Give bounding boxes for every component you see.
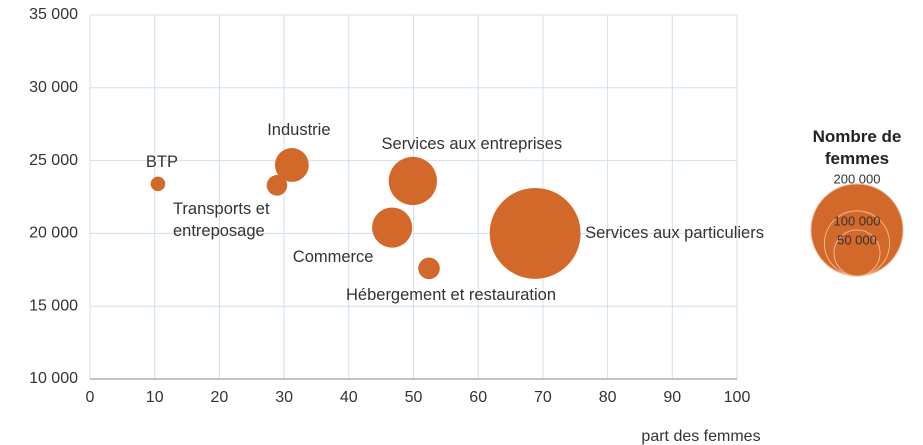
x-tick-label: 0 xyxy=(86,389,95,406)
x-tick-label: 80 xyxy=(599,389,617,406)
size-legend-label: 200 000 xyxy=(834,171,881,186)
bubble xyxy=(489,187,581,279)
bubble-label: BTP xyxy=(145,152,178,171)
bubble xyxy=(418,257,440,280)
bubble xyxy=(150,176,166,192)
x-tick-label: 100 xyxy=(724,389,751,406)
x-axis-label: part des femmes xyxy=(641,428,760,445)
bubble-label: Transports et entreposage xyxy=(172,200,270,241)
bubble xyxy=(274,148,309,182)
y-tick-label: 20 000 xyxy=(29,225,78,242)
size-legend-label: 50 000 xyxy=(837,232,877,247)
x-tick-label: 50 xyxy=(405,389,423,406)
y-tick-label: 25 000 xyxy=(29,152,78,169)
y-tick-label: 10 000 xyxy=(29,370,78,387)
bubble-label: Industrie xyxy=(267,120,331,139)
x-tick-label: 40 xyxy=(340,389,358,406)
x-tick-label: 30 xyxy=(275,389,293,406)
bubble xyxy=(372,207,413,248)
size-legend-circle xyxy=(833,229,881,277)
y-tick-label: 15 000 xyxy=(29,297,78,314)
x-tick-label: 10 xyxy=(146,389,164,406)
bubble-label: Commerce xyxy=(292,247,374,266)
bubble-label: Hébergement et restauration xyxy=(345,286,557,305)
x-tick-label: 20 xyxy=(211,389,229,406)
y-tick-label: 30 000 xyxy=(29,79,78,96)
bubble-label: Services aux entreprises xyxy=(381,134,563,153)
x-tick-label: 60 xyxy=(469,389,487,406)
y-tick-label: 35 000 xyxy=(29,6,78,23)
bubble xyxy=(266,175,288,196)
x-tick-label: 90 xyxy=(663,389,681,406)
size-legend-title: Nombre de femmes xyxy=(812,127,902,168)
bubble-label: Services aux particuliers xyxy=(585,224,764,243)
bubble xyxy=(388,156,437,206)
x-tick-label: 70 xyxy=(534,389,552,406)
size-legend-label: 100 000 xyxy=(834,213,881,228)
